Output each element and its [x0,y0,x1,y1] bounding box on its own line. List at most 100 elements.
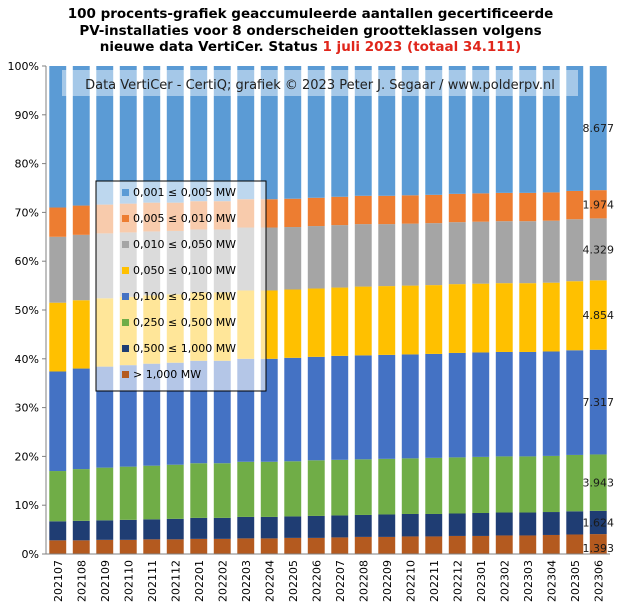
bar-segment [307,66,325,198]
bar-segment [519,283,537,352]
title-line-3-text: nieuwe data VertiCer. Status [99,39,323,55]
bar-segment [354,286,372,356]
bar-segment [354,514,372,537]
x-tick-label: 202305 [569,560,582,602]
bar-segment [519,221,537,284]
bar-segment [566,190,584,220]
bar-segment [542,512,560,535]
bar-segment [448,457,466,514]
bar-segment [401,223,419,286]
y-tick-label: 10% [15,499,39,512]
x-tick-label: 202302 [498,560,511,602]
bar-segment [378,66,396,196]
bar-segment [354,459,372,515]
legend-swatch [122,241,129,248]
x-tick-label: 202111 [146,560,159,602]
bar-segment [495,283,513,352]
bar-segment [495,456,513,513]
bar-segment [566,350,584,455]
bar-segment [425,66,443,195]
bar-segment [425,513,443,537]
bar-segment [425,353,443,458]
bar-segment [542,351,560,456]
x-tick-label: 202304 [545,560,558,602]
bar-segment [331,459,349,516]
bar-segment [401,458,419,514]
bar-segment [354,536,372,554]
legend-entry: 0,250 ≤ 0,500 MW [133,316,236,329]
bar-segment [72,520,90,541]
x-tick-label: 202110 [122,560,135,602]
bar-segment [425,457,443,514]
end-labels-layer: 1.393 1.624 3.943 7.317 4.854 4.329 1.974 8.677 [583,122,615,555]
bar-segment [72,66,90,206]
bar-segment [307,537,325,554]
bar-segment [378,458,396,515]
bar-segment [448,513,466,536]
bar-segment [331,225,349,288]
bar-segment [589,280,607,350]
legend-swatch [122,215,129,222]
bar-segment [519,535,537,554]
x-tick-label: 202212 [451,560,464,602]
bar-segment [472,456,490,514]
bar-segment [425,536,443,554]
bar-segment [448,535,466,554]
bar-segment [49,302,67,372]
bar-segment [566,281,584,351]
bar-segment [542,192,560,221]
x-tick-label: 202204 [263,560,276,602]
bar-segment [49,471,67,522]
data-label: 1.624 [583,516,615,529]
bar-segment [354,66,372,196]
bar-segment [72,540,90,554]
bar-segment [331,537,349,554]
bar-segment [542,220,560,283]
legend-entry: 0,001 ≤ 0,005 MW [133,186,236,199]
bar-segment [307,226,325,289]
bar-segment [72,469,90,521]
legend-entry: 0,100 ≤ 0,250 MW [133,290,236,303]
bar-segment [72,368,90,470]
bar-segment [49,66,67,208]
x-tick-label: 202303 [522,560,535,602]
bar-segment [49,371,67,472]
legend-swatch [122,345,129,352]
x-tick-label: 202211 [428,560,441,602]
bar-segment [589,454,607,511]
bar-segment [378,536,396,554]
bar-segment [472,535,490,554]
y-tick-label: 100% [8,60,39,73]
bar-segment [401,513,419,537]
bar-segment [472,66,490,194]
bar-segment [190,463,208,518]
bar-segment [143,539,161,554]
bar-segment [566,511,584,535]
y-tick-label: 20% [15,450,39,463]
legend-swatch [122,267,129,274]
bar-segment [284,461,302,517]
x-tick-label: 202206 [310,560,323,602]
bar-segment [96,539,114,554]
bar-segment [96,467,114,521]
bar-segment [119,519,137,540]
bar-segment [284,198,302,228]
bar-segment [331,355,349,460]
bar-segment [354,355,372,460]
bar-segment [401,285,419,355]
bar-segment [166,464,184,519]
bar-segment [213,538,231,554]
title-highlight: 1 juli 2023 (totaal 34.111) [322,39,522,55]
bar-segment [119,466,137,520]
bar-segment [589,190,607,219]
x-tick-label: 202112 [169,560,182,602]
bar-segment [589,349,607,455]
bar-segment [566,219,584,282]
bar-segment [166,518,184,540]
data-label: 4.329 [583,243,615,256]
data-label: 8.677 [583,122,615,135]
bar-segment [331,196,349,226]
bar-segment [166,66,184,203]
bar-segment [307,356,325,461]
x-tick-label: 202209 [381,560,394,602]
